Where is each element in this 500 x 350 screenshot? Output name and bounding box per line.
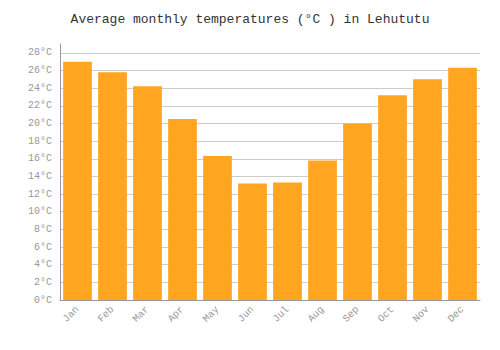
svg-text:0°C: 0°C bbox=[34, 295, 52, 306]
svg-text:8°C: 8°C bbox=[34, 224, 52, 235]
svg-text:Feb: Feb bbox=[96, 304, 116, 324]
svg-text:Dec: Dec bbox=[446, 304, 466, 324]
svg-text:24°C: 24°C bbox=[28, 83, 52, 94]
svg-text:Sep: Sep bbox=[341, 304, 361, 324]
svg-text:2°C: 2°C bbox=[34, 277, 52, 288]
svg-text:6°C: 6°C bbox=[34, 242, 52, 253]
svg-text:Jul: Jul bbox=[271, 304, 291, 324]
svg-text:28°C: 28°C bbox=[28, 47, 52, 58]
svg-text:26°C: 26°C bbox=[28, 65, 52, 76]
svg-text:22°C: 22°C bbox=[28, 100, 52, 111]
svg-text:16°C: 16°C bbox=[28, 153, 52, 164]
svg-text:Mar: Mar bbox=[131, 304, 151, 324]
svg-text:May: May bbox=[201, 304, 221, 324]
svg-text:4°C: 4°C bbox=[34, 259, 52, 270]
svg-text:10°C: 10°C bbox=[28, 206, 52, 217]
svg-text:18°C: 18°C bbox=[28, 136, 52, 147]
svg-text:Jan: Jan bbox=[61, 304, 81, 324]
svg-text:12°C: 12°C bbox=[28, 189, 52, 200]
svg-text:Oct: Oct bbox=[376, 304, 396, 324]
svg-text:Nov: Nov bbox=[411, 304, 431, 324]
svg-text:Jun: Jun bbox=[236, 304, 256, 324]
svg-text:Aug: Aug bbox=[306, 304, 326, 324]
svg-text:Average monthly temperatures (: Average monthly temperatures (°C ) in Le… bbox=[71, 12, 430, 27]
svg-text:14°C: 14°C bbox=[28, 171, 52, 182]
svg-text:20°C: 20°C bbox=[28, 118, 52, 129]
svg-text:Apr: Apr bbox=[166, 304, 186, 324]
